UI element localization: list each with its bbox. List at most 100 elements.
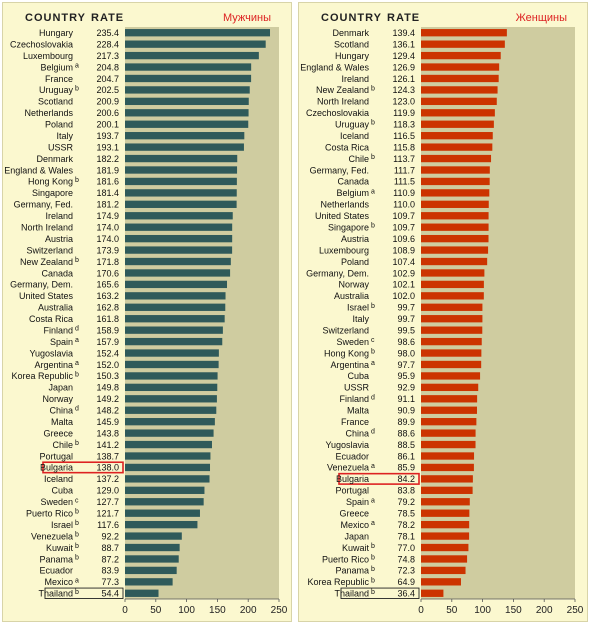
female-bar xyxy=(421,429,476,437)
female-value-label: 109.7 xyxy=(392,223,415,233)
male-value-label: 87.2 xyxy=(101,554,119,564)
male-bar xyxy=(125,360,219,369)
male-country-label: North Ireland xyxy=(21,223,73,233)
male-x-tick-label: 0 xyxy=(122,605,128,616)
female-bar xyxy=(421,578,461,586)
male-value-label: 152.0 xyxy=(96,360,119,370)
male-country-label: Austria xyxy=(45,234,73,244)
male-footnote-mark: b xyxy=(75,257,79,264)
male-rates-chart: COUNTRY RATE Мужчины Hungary 235.4 Czechoslov… xyxy=(4,12,287,616)
female-bar xyxy=(421,349,482,357)
male-country-label: Uruguay xyxy=(39,85,74,95)
male-bar xyxy=(125,143,244,151)
female-country-label: Italy xyxy=(352,314,369,324)
male-value-label: 193.7 xyxy=(96,131,119,141)
female-value-label: 116.5 xyxy=(393,131,415,141)
female-country-label: France xyxy=(341,417,369,427)
male-country-label: United States xyxy=(19,291,74,301)
male-bar xyxy=(125,395,217,403)
male-country-label: Mexico xyxy=(44,577,73,587)
male-chart-title: Мужчины xyxy=(223,12,271,24)
male-bar xyxy=(125,475,210,483)
female-rates-chart-panel: COUNTRY RATE Женщины Denmark 139.4 Scotland 13… xyxy=(298,2,588,622)
female-bar xyxy=(421,97,497,106)
female-bar xyxy=(421,463,474,472)
male-country-label: Portugal xyxy=(39,451,73,461)
male-outline-box xyxy=(44,587,124,599)
female-bar xyxy=(421,440,476,449)
male-footnote-mark: d xyxy=(75,326,79,333)
male-value-label: 117.6 xyxy=(97,520,119,530)
female-country-label: Belgium xyxy=(336,188,369,198)
male-country-label: Costa Rica xyxy=(29,314,73,324)
male-bar xyxy=(125,509,200,517)
male-bar xyxy=(125,29,271,37)
female-footnote-mark: a xyxy=(371,520,375,527)
male-value-label: 174.0 xyxy=(96,234,119,244)
male-country-label: Sweden xyxy=(40,497,73,507)
male-bar xyxy=(125,132,245,140)
male-country-label: China xyxy=(49,406,73,416)
male-value-label: 170.6 xyxy=(96,268,119,278)
female-bar xyxy=(421,418,477,426)
female-country-label: United States xyxy=(315,211,370,221)
female-bar xyxy=(421,475,473,483)
female-footnote-mark: c xyxy=(371,337,375,344)
male-country-label: Ireland xyxy=(45,211,73,221)
female-country-label: Malta xyxy=(347,406,369,416)
female-country-label: Korea Republic xyxy=(307,577,369,587)
female-value-label: 64.9 xyxy=(397,577,415,587)
male-bar xyxy=(125,109,249,117)
male-country-label: Panama xyxy=(39,554,73,564)
male-value-label: 149.2 xyxy=(96,394,119,404)
male-country-label: Venezuela xyxy=(31,531,73,541)
male-value-label: 204.8 xyxy=(96,62,119,72)
female-value-label: 123.0 xyxy=(392,97,415,107)
male-country-label: New Zealand xyxy=(20,257,73,267)
male-value-label: 157.9 xyxy=(96,337,119,347)
male-bar xyxy=(125,280,228,289)
male-country-label: Canada xyxy=(41,268,73,278)
male-country-label: Kuwait xyxy=(46,543,74,553)
male-country-label: Hong Kong xyxy=(28,177,73,187)
female-country-label: North Ireland xyxy=(317,97,369,107)
female-bar xyxy=(421,269,485,277)
male-footnote-mark: a xyxy=(75,360,79,367)
male-rates-chart-panel: COUNTRY RATE Мужчины Hungary 235.4 Czechoslov… xyxy=(2,2,292,622)
female-footnote-mark: b xyxy=(371,120,375,127)
female-bar xyxy=(421,292,484,300)
female-value-label: 72.3 xyxy=(397,566,415,576)
male-country-label: Switzerland xyxy=(26,245,73,255)
male-value-label: 200.9 xyxy=(96,97,119,107)
female-bar xyxy=(421,520,470,529)
male-footnote-mark: b xyxy=(75,85,79,92)
female-country-label: USSR xyxy=(344,383,370,393)
female-bar xyxy=(421,303,483,311)
female-bar xyxy=(421,589,444,597)
female-country-label: Singapore xyxy=(328,223,369,233)
male-bar xyxy=(125,223,233,231)
male-bar xyxy=(125,532,182,540)
female-value-label: 124.3 xyxy=(392,85,415,95)
female-outline-box xyxy=(340,587,420,599)
female-bar xyxy=(421,40,505,48)
female-bar xyxy=(421,543,469,552)
female-bar xyxy=(421,74,499,83)
male-bar xyxy=(125,63,252,71)
male-bar xyxy=(125,578,173,586)
male-footnote-mark: b xyxy=(75,440,79,447)
female-bar xyxy=(421,120,494,128)
male-bar xyxy=(125,486,205,494)
female-value-label: 90.9 xyxy=(397,406,415,416)
female-value-label: 74.8 xyxy=(397,554,415,564)
female-country-label: Hungary xyxy=(335,51,370,61)
female-x-tick-label: 200 xyxy=(536,605,553,616)
male-value-label: 181.2 xyxy=(96,200,119,210)
male-country-label: Norway xyxy=(42,394,73,404)
female-country-label: Poland xyxy=(341,257,369,267)
female-country-label: Japan xyxy=(344,531,369,541)
male-footnote-mark: b xyxy=(75,532,79,539)
female-value-label: 78.1 xyxy=(397,531,415,541)
male-value-label: 143.8 xyxy=(96,428,119,438)
male-value-label: 204.7 xyxy=(96,74,119,84)
